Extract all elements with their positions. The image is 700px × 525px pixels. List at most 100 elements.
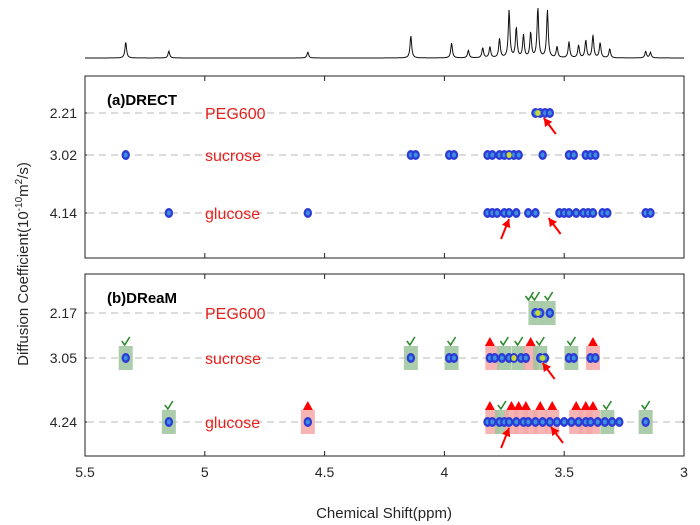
diffusion-peak-core (492, 355, 497, 361)
diffusion-peak-core (408, 355, 413, 361)
compound-label: glucose (205, 415, 260, 432)
triangle-marker-icon (525, 337, 536, 346)
panel-a-label: (a)DRECT (107, 92, 177, 109)
triangle-marker-icon (587, 401, 598, 410)
x-axis-title: Chemical Shift(ppm) (316, 505, 452, 522)
panel-a-frame (84, 75, 685, 259)
triangle-marker-icon (571, 401, 582, 410)
triangle-marker-icon (484, 337, 495, 346)
diffusion-peak-core (533, 419, 538, 425)
nmr-spectrum-line (85, 8, 684, 59)
diffusion-peak-core (593, 355, 598, 361)
check-mark-icon (497, 400, 507, 411)
diffusion-peak-core (547, 310, 552, 316)
x-tick-label: 5 (201, 464, 209, 480)
diffusion-peak-core (451, 355, 456, 361)
diffusion-peak-core (590, 210, 595, 216)
panel-a: 2.21 3.02 4.14 PEG600 sucrose glucose (50, 105, 684, 240)
arrow-icon-head (501, 219, 511, 229)
x-tick-label: 3 (680, 464, 688, 480)
arrow-icon-head (551, 427, 560, 437)
compound-label: PEG600 (205, 106, 266, 123)
spectrum-trace (85, 8, 684, 59)
panel-b: 2.17 3.05 4.24 PEG600 sucrose glucose (50, 291, 684, 449)
triangle-marker-icon (484, 401, 495, 410)
diffusion-peak-core (507, 419, 512, 425)
triangle-marker-icon (302, 401, 313, 410)
compound-label: sucrose (205, 148, 261, 165)
diffusion-peak-core (490, 152, 495, 158)
compound-label: glucose (205, 206, 260, 223)
diffusion-peak-core (569, 419, 574, 425)
diffusion-peak-core (602, 419, 607, 425)
triangle-marker-icon (520, 401, 531, 410)
y-axis-title: Diffusion Coefficient(10-10m2/s) (14, 162, 32, 366)
check-mark-icon (641, 400, 651, 411)
diffusion-peak-core (507, 210, 512, 216)
diffusion-peak-core (523, 355, 528, 361)
diffusion-peak-core (574, 210, 579, 216)
check-mark-icon (535, 336, 545, 347)
diffusion-peak-core (514, 419, 519, 425)
triangle-marker-icon (547, 401, 558, 410)
check-mark-icon (530, 291, 541, 302)
diffusion-peak-core (648, 210, 653, 216)
diffusion-peak-core (305, 210, 310, 216)
diffusion-peak-core (499, 355, 504, 361)
diffusion-peak-core (490, 419, 495, 425)
arrow-icon-head (543, 118, 553, 128)
check-mark-icon (543, 291, 554, 302)
y-tick-label: 3.05 (50, 350, 77, 366)
triangle-marker-icon (587, 337, 598, 346)
diffusion-peak-core (605, 210, 610, 216)
y-tick-label: 2.21 (50, 105, 77, 121)
check-mark-icon (514, 336, 524, 347)
diffusion-peak-core (514, 210, 519, 216)
diffusion-peak-core (495, 210, 500, 216)
diffusion-peak-core (588, 419, 593, 425)
diffusion-peak-core (540, 152, 545, 158)
check-mark-icon (164, 400, 174, 411)
diffusion-peak-core (566, 210, 571, 216)
check-mark-icon (121, 336, 131, 347)
diffusion-peak-core (555, 419, 560, 425)
intensity-hotspot (535, 310, 541, 316)
check-mark-icon (524, 291, 535, 302)
triangle-marker-icon (535, 401, 546, 410)
intensity-hotspot (506, 152, 512, 158)
compound-label: sucrose (205, 351, 261, 368)
check-mark-icon (406, 336, 416, 347)
y-tick-label: 3.02 (50, 147, 77, 163)
diffusion-peak-core (547, 419, 552, 425)
diffusion-peak-core (571, 152, 576, 158)
diffusion-peak-core (547, 110, 552, 116)
diffusion-peak-core (123, 152, 128, 158)
intensity-hotspot (540, 355, 546, 361)
x-tick-label: 5.5 (75, 464, 95, 480)
diffusion-peak-core (571, 355, 576, 361)
diffusion-peak-core (617, 419, 622, 425)
x-tick-label: 4.5 (315, 464, 335, 480)
intensity-hotspot (511, 355, 517, 361)
triangle-marker-icon (513, 401, 524, 410)
diffusion-peak-core (166, 210, 171, 216)
diffusion-peak-core (516, 152, 521, 158)
arrow-icon-head (548, 218, 558, 228)
diffusion-peak-core (451, 152, 456, 158)
y-tick-label: 4.24 (50, 414, 77, 430)
diffusion-peak-core (610, 419, 615, 425)
diffusion-peak-core (576, 419, 581, 425)
diffusion-peak-core (526, 210, 531, 216)
diffusion-peak-core (123, 355, 128, 361)
arrow-icon-head (501, 428, 511, 438)
compound-label: PEG600 (205, 306, 266, 323)
diffusion-peak-core (595, 419, 600, 425)
y-tick-label: 2.17 (50, 305, 77, 321)
panel-b-label: (b)DReaM (107, 290, 177, 307)
diffusion-peak-core (413, 152, 418, 158)
triangle-marker-icon (506, 401, 517, 410)
x-tick-label: 3.5 (554, 464, 574, 480)
check-mark-icon (566, 336, 577, 347)
diffusion-peak-core (166, 419, 171, 425)
